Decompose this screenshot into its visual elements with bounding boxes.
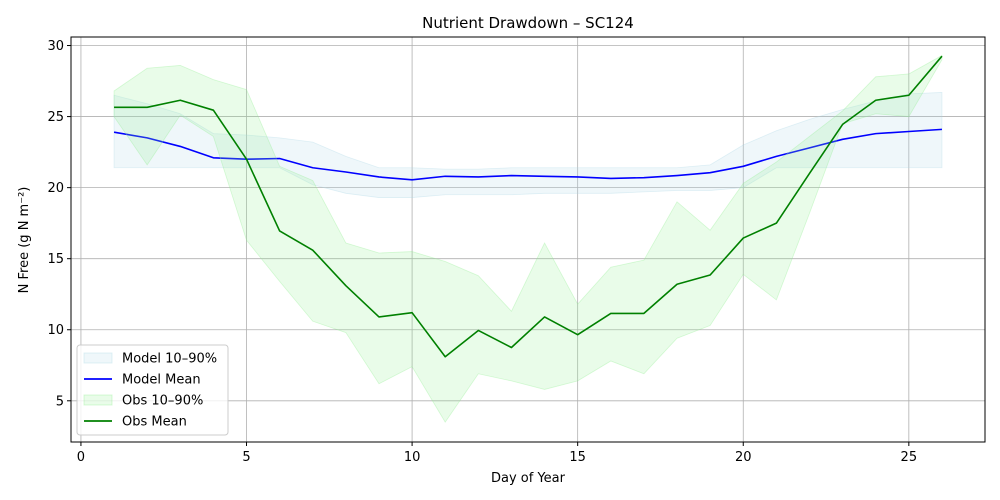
x-axis-label: Day of Year xyxy=(491,471,566,486)
x-tick-label: 5 xyxy=(242,450,250,465)
y-tick-label: 5 xyxy=(56,394,64,409)
legend-swatch xyxy=(83,394,113,406)
legend: Model 10–90% Model Mean Obs 10–90% Obs Mean xyxy=(76,344,229,436)
x-tick-label: 20 xyxy=(735,450,752,465)
ticks: 0 5 10 15 20 25 5 10 15 20 25 30 xyxy=(47,39,917,465)
legend-label: Obs Mean xyxy=(122,415,187,430)
y-tick-label: 25 xyxy=(47,110,64,125)
legend-swatch xyxy=(83,352,113,364)
x-tick-label: 15 xyxy=(569,450,586,465)
x-tick-label: 0 xyxy=(77,450,85,465)
y-tick-label: 10 xyxy=(47,323,64,338)
obs-mean-line xyxy=(114,55,943,358)
chart-title: Nutrient Drawdown – SC124 xyxy=(422,14,634,32)
y-tick-label: 15 xyxy=(47,252,64,267)
legend-frame xyxy=(76,344,229,436)
obs-10-90-band xyxy=(113,54,943,423)
y-tick-label: 20 xyxy=(47,181,64,196)
legend-label: Model 10–90% xyxy=(122,352,217,367)
y-axis-label: N Free (g N m⁻²) xyxy=(17,187,32,294)
y-tick-label: 30 xyxy=(47,39,64,54)
legend-label: Model Mean xyxy=(122,373,201,388)
x-tick-label: 25 xyxy=(901,450,918,465)
x-tick-label: 10 xyxy=(404,450,421,465)
legend-label: Obs 10–90% xyxy=(122,394,203,409)
plot-area xyxy=(113,54,943,423)
model-10-90-band xyxy=(113,92,943,198)
model-mean-line xyxy=(113,128,943,181)
grid xyxy=(71,37,985,442)
axes-frame xyxy=(70,36,986,443)
